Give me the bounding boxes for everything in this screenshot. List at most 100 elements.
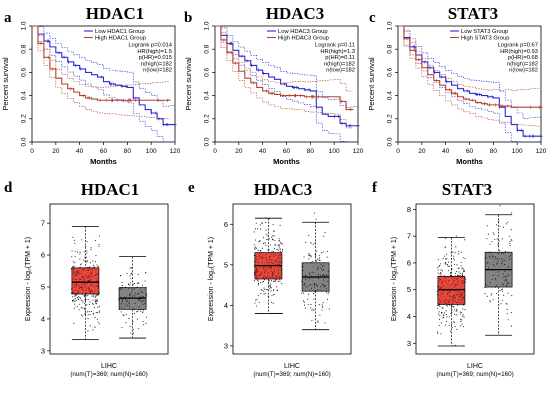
data-point — [489, 257, 491, 259]
data-point — [450, 330, 452, 332]
data-point — [87, 288, 89, 290]
data-point — [323, 265, 325, 267]
data-point — [75, 273, 77, 275]
data-point — [445, 263, 447, 265]
data-point — [446, 316, 448, 318]
legend-stat: n(low)=182 — [509, 68, 538, 74]
legend-entry: High HDAC1 Group — [95, 36, 146, 42]
data-point — [137, 310, 139, 312]
data-point — [451, 306, 453, 308]
data-point — [94, 239, 96, 242]
data-point — [273, 231, 275, 233]
data-point — [265, 257, 267, 259]
data-point — [259, 267, 261, 269]
data-point — [88, 274, 90, 276]
data-point — [71, 250, 73, 252]
data-point — [485, 257, 487, 259]
y-tick-label: 3 — [41, 346, 45, 355]
data-point — [501, 252, 503, 254]
data-point — [88, 277, 90, 279]
data-point — [310, 283, 312, 285]
data-point — [445, 302, 447, 304]
y-tick-label: 1.0 — [21, 21, 28, 30]
data-point — [87, 299, 89, 301]
data-point — [260, 282, 262, 284]
data-point — [453, 286, 455, 288]
data-point — [256, 252, 258, 254]
data-point — [453, 298, 455, 300]
data-point — [83, 302, 85, 304]
survival-chart-stat3: 0 20 40 60 80 100 120 0.0 0.2 0.4 0.6 0.8 1.0 Months P… — [367, 21, 547, 166]
data-point — [453, 255, 455, 257]
legend-entry: High HDAC3 Group — [278, 36, 329, 42]
data-point — [456, 328, 458, 331]
panel-letter: a — [4, 10, 12, 26]
data-point — [96, 280, 98, 282]
data-point — [95, 295, 97, 297]
data-point — [445, 300, 447, 302]
data-point — [73, 239, 75, 241]
data-point — [320, 264, 322, 266]
data-point — [262, 252, 264, 254]
data-point — [93, 306, 95, 309]
data-point — [308, 234, 310, 236]
data-point — [443, 300, 445, 302]
data-point — [133, 308, 135, 310]
data-point — [279, 252, 281, 254]
data-point — [93, 266, 95, 268]
data-point — [77, 296, 79, 299]
data-point — [444, 303, 446, 305]
y-tick-label: 6 — [41, 251, 45, 260]
data-point — [313, 283, 315, 285]
data-point — [89, 262, 91, 264]
data-point — [121, 284, 123, 286]
data-point — [82, 280, 84, 282]
data-point — [79, 258, 81, 260]
data-point — [77, 292, 79, 294]
data-point — [278, 276, 280, 278]
data-point — [455, 246, 457, 248]
data-point — [265, 233, 267, 235]
data-point — [85, 261, 87, 263]
y-tick-label: 5 — [41, 282, 45, 291]
data-point — [79, 272, 81, 274]
data-point — [258, 257, 260, 259]
data-point — [322, 290, 324, 292]
data-point — [322, 302, 324, 304]
data-point — [444, 277, 446, 279]
data-point — [279, 224, 281, 226]
data-point — [83, 268, 85, 270]
x-tick-label: 120 — [170, 148, 181, 155]
data-point — [262, 281, 264, 283]
data-point — [141, 285, 144, 287]
data-point — [136, 282, 138, 284]
data-point — [280, 270, 282, 272]
data-point — [503, 253, 505, 255]
data-point — [451, 301, 453, 303]
data-point — [321, 304, 323, 306]
data-point — [269, 286, 271, 288]
data-point — [278, 238, 280, 240]
data-point — [89, 291, 91, 293]
data-point — [491, 293, 493, 295]
data-point — [496, 263, 498, 265]
data-point — [87, 270, 89, 272]
data-point — [91, 284, 93, 286]
data-point — [86, 250, 88, 252]
confidence-lower-line — [215, 25, 353, 129]
data-point — [441, 282, 443, 284]
data-point — [457, 280, 459, 282]
data-point — [264, 292, 266, 294]
data-point — [463, 270, 466, 272]
data-point — [130, 332, 132, 334]
data-point — [460, 320, 462, 323]
data-point — [94, 295, 96, 297]
data-point — [254, 247, 256, 249]
data-point — [129, 307, 131, 309]
data-point — [460, 318, 462, 320]
data-point — [464, 239, 466, 241]
data-point — [81, 299, 83, 301]
data-point — [79, 288, 81, 290]
data-point — [445, 262, 447, 264]
data-point — [77, 269, 79, 271]
